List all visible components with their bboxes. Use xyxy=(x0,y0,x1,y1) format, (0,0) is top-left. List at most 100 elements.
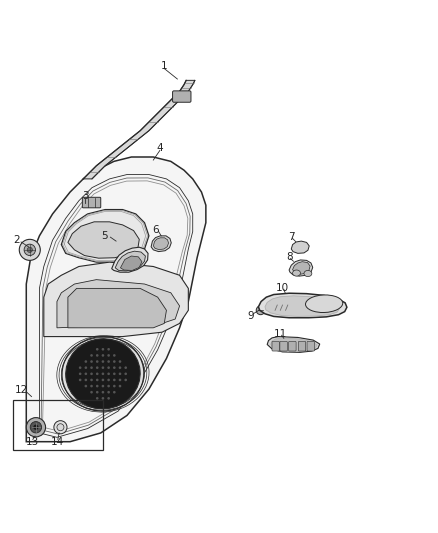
Text: 9: 9 xyxy=(247,311,254,320)
Polygon shape xyxy=(271,338,317,351)
Circle shape xyxy=(119,360,121,363)
Circle shape xyxy=(124,378,127,381)
Circle shape xyxy=(107,366,110,369)
Polygon shape xyxy=(112,247,148,272)
Circle shape xyxy=(85,366,87,369)
Circle shape xyxy=(96,378,99,381)
Circle shape xyxy=(96,391,99,393)
Circle shape xyxy=(102,348,104,351)
Circle shape xyxy=(96,385,99,387)
Circle shape xyxy=(102,360,104,363)
Polygon shape xyxy=(57,280,180,328)
Circle shape xyxy=(113,360,116,363)
Polygon shape xyxy=(267,336,320,352)
Text: 10: 10 xyxy=(276,282,289,293)
Polygon shape xyxy=(289,260,313,276)
Circle shape xyxy=(102,397,104,400)
Circle shape xyxy=(90,360,93,363)
Polygon shape xyxy=(293,262,310,274)
Circle shape xyxy=(107,385,110,387)
Circle shape xyxy=(107,378,110,381)
Circle shape xyxy=(102,385,104,387)
Text: 1: 1 xyxy=(161,61,168,71)
Circle shape xyxy=(113,391,116,393)
Circle shape xyxy=(96,360,99,363)
Circle shape xyxy=(107,360,110,363)
Ellipse shape xyxy=(62,336,144,411)
Polygon shape xyxy=(83,80,195,179)
Circle shape xyxy=(102,373,104,375)
Text: 6: 6 xyxy=(152,225,159,235)
Text: 14: 14 xyxy=(51,437,64,447)
Polygon shape xyxy=(26,157,206,442)
FancyBboxPatch shape xyxy=(82,197,101,208)
Circle shape xyxy=(33,425,39,430)
Circle shape xyxy=(256,306,265,314)
Polygon shape xyxy=(61,209,149,262)
Circle shape xyxy=(85,378,87,381)
Circle shape xyxy=(113,378,116,381)
Circle shape xyxy=(79,378,81,381)
Circle shape xyxy=(102,366,104,369)
Circle shape xyxy=(85,373,87,375)
Circle shape xyxy=(102,391,104,393)
Polygon shape xyxy=(153,238,169,249)
Circle shape xyxy=(96,354,99,357)
Circle shape xyxy=(113,354,116,357)
Circle shape xyxy=(96,366,99,369)
Circle shape xyxy=(54,421,67,434)
Circle shape xyxy=(107,354,110,357)
Circle shape xyxy=(107,373,110,375)
Circle shape xyxy=(57,424,64,431)
Ellipse shape xyxy=(304,270,312,277)
Circle shape xyxy=(107,397,110,400)
Circle shape xyxy=(19,239,40,260)
Text: 3: 3 xyxy=(82,191,89,201)
Circle shape xyxy=(119,378,121,381)
Circle shape xyxy=(90,366,93,369)
Polygon shape xyxy=(120,256,142,270)
FancyBboxPatch shape xyxy=(289,342,296,351)
Circle shape xyxy=(113,373,116,375)
FancyBboxPatch shape xyxy=(280,342,287,351)
Circle shape xyxy=(96,373,99,375)
Circle shape xyxy=(96,397,99,400)
Circle shape xyxy=(124,373,127,375)
Circle shape xyxy=(107,391,110,393)
Circle shape xyxy=(79,366,81,369)
Bar xyxy=(13,400,103,450)
Polygon shape xyxy=(265,296,340,317)
Circle shape xyxy=(119,385,121,387)
FancyBboxPatch shape xyxy=(272,342,279,351)
Polygon shape xyxy=(68,288,166,328)
Circle shape xyxy=(90,373,93,375)
Circle shape xyxy=(85,385,87,387)
Circle shape xyxy=(119,366,121,369)
Circle shape xyxy=(102,378,104,381)
Polygon shape xyxy=(68,222,139,258)
Circle shape xyxy=(113,385,116,387)
Polygon shape xyxy=(151,236,171,252)
FancyBboxPatch shape xyxy=(307,342,314,351)
Text: 8: 8 xyxy=(286,252,293,262)
Polygon shape xyxy=(291,241,309,253)
Circle shape xyxy=(85,360,87,363)
Text: 4: 4 xyxy=(156,143,163,154)
Circle shape xyxy=(90,378,93,381)
Circle shape xyxy=(107,348,110,351)
Polygon shape xyxy=(258,293,347,318)
Circle shape xyxy=(90,354,93,357)
Circle shape xyxy=(79,373,81,375)
Ellipse shape xyxy=(306,295,343,312)
Ellipse shape xyxy=(66,339,140,409)
Circle shape xyxy=(102,354,104,357)
Polygon shape xyxy=(44,262,188,336)
Circle shape xyxy=(113,366,116,369)
Text: 2: 2 xyxy=(13,235,20,245)
Text: 13: 13 xyxy=(26,437,39,447)
Text: 5: 5 xyxy=(101,231,108,241)
Text: 12: 12 xyxy=(15,385,28,395)
Circle shape xyxy=(24,244,35,255)
Circle shape xyxy=(90,391,93,393)
Ellipse shape xyxy=(293,270,300,276)
